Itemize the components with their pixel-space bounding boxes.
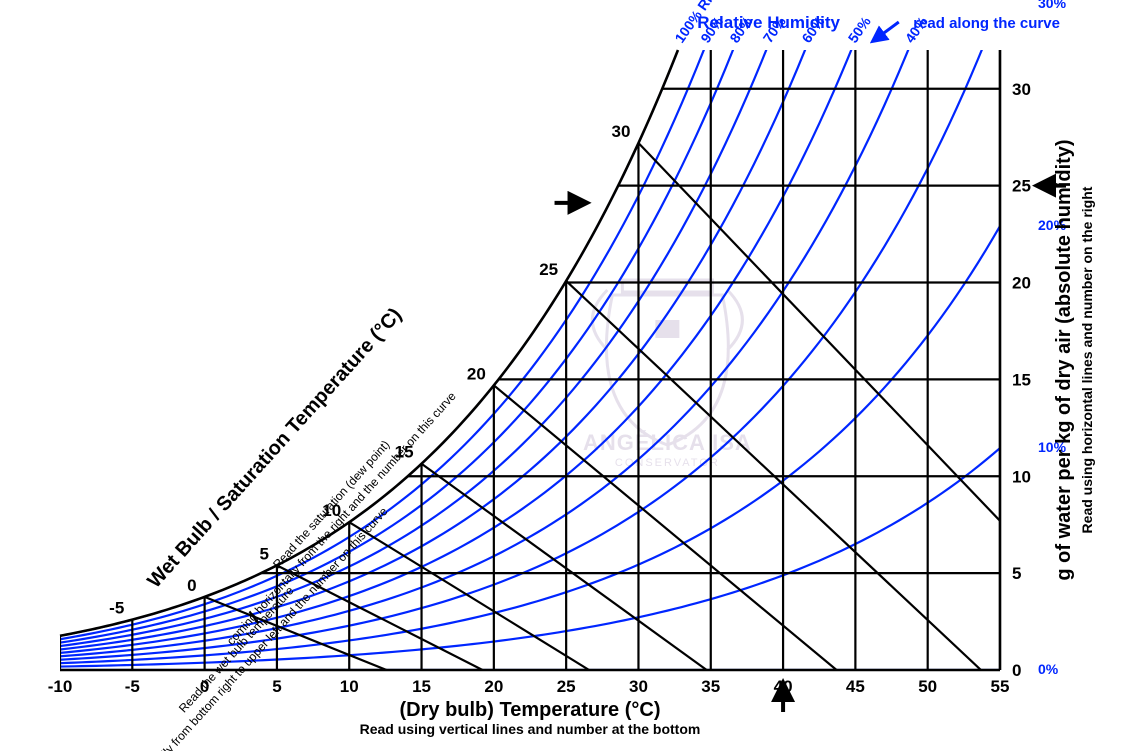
sat-tick-30: 30 bbox=[612, 122, 631, 141]
rh-title: Relative Humidity bbox=[697, 13, 840, 32]
sat-axis-title: Wet Bulb / Saturation Temperature (°C) bbox=[143, 304, 406, 593]
rh-label-30: 30% bbox=[1038, 0, 1067, 11]
y-tick-25: 25 bbox=[1012, 177, 1031, 196]
x-tick-30: 30 bbox=[629, 677, 648, 696]
rh-arrow-icon bbox=[877, 22, 899, 38]
x-tick-20: 20 bbox=[484, 677, 503, 696]
sat-tick-20: 20 bbox=[467, 364, 486, 383]
y-tick-5: 5 bbox=[1012, 564, 1021, 583]
x-tick-35: 35 bbox=[701, 677, 720, 696]
sat-tick-5: 5 bbox=[259, 544, 268, 563]
y-axis-title: g of water per kg of dry air (absolute h… bbox=[1053, 139, 1075, 580]
y-tick-15: 15 bbox=[1012, 370, 1031, 389]
y-axis-subtitle: Read using horizontal lines and number o… bbox=[1079, 186, 1095, 533]
x-tick-50: 50 bbox=[918, 677, 937, 696]
y-tick-20: 20 bbox=[1012, 274, 1031, 293]
x-tick-55: 55 bbox=[991, 677, 1010, 696]
rh-curve-60 bbox=[60, 0, 1000, 649]
sat-tick--5: -5 bbox=[109, 599, 124, 618]
rh-curve-70 bbox=[60, 0, 1000, 646]
wetbulb-line-5 bbox=[277, 565, 483, 670]
rh-curve-40 bbox=[60, 0, 1000, 656]
rh-label-0: 0% bbox=[1038, 661, 1059, 677]
chart-svg: ANGÉLICA ISACONSERVATOR-10-5051015202530… bbox=[0, 0, 1140, 751]
y-tick-0: 0 bbox=[1012, 661, 1021, 680]
y-tick-30: 30 bbox=[1012, 80, 1031, 99]
sat-hint-4: coming horizontally from the right and t… bbox=[224, 389, 459, 648]
sat-tick-25: 25 bbox=[539, 260, 558, 279]
x-tick-15: 15 bbox=[412, 677, 431, 696]
rh-curve-30 bbox=[60, 4, 1000, 660]
rh-label-50: 50% bbox=[845, 13, 874, 46]
rh-hint: read along the curve bbox=[913, 15, 1060, 32]
x-tick--10: -10 bbox=[48, 677, 73, 696]
x-axis-subtitle: Read using vertical lines and number at … bbox=[360, 721, 701, 737]
y-tick-10: 10 bbox=[1012, 467, 1031, 486]
x-tick-25: 25 bbox=[557, 677, 576, 696]
x-tick-5: 5 bbox=[272, 677, 281, 696]
x-tick--5: -5 bbox=[125, 677, 140, 696]
psychrometric-chart: ANGÉLICA ISACONSERVATOR-10-5051015202530… bbox=[0, 0, 1140, 751]
x-tick-45: 45 bbox=[846, 677, 865, 696]
x-tick-10: 10 bbox=[340, 677, 359, 696]
sat-tick-0: 0 bbox=[187, 576, 196, 595]
x-axis-title: (Dry bulb) Temperature (°C) bbox=[400, 699, 661, 721]
